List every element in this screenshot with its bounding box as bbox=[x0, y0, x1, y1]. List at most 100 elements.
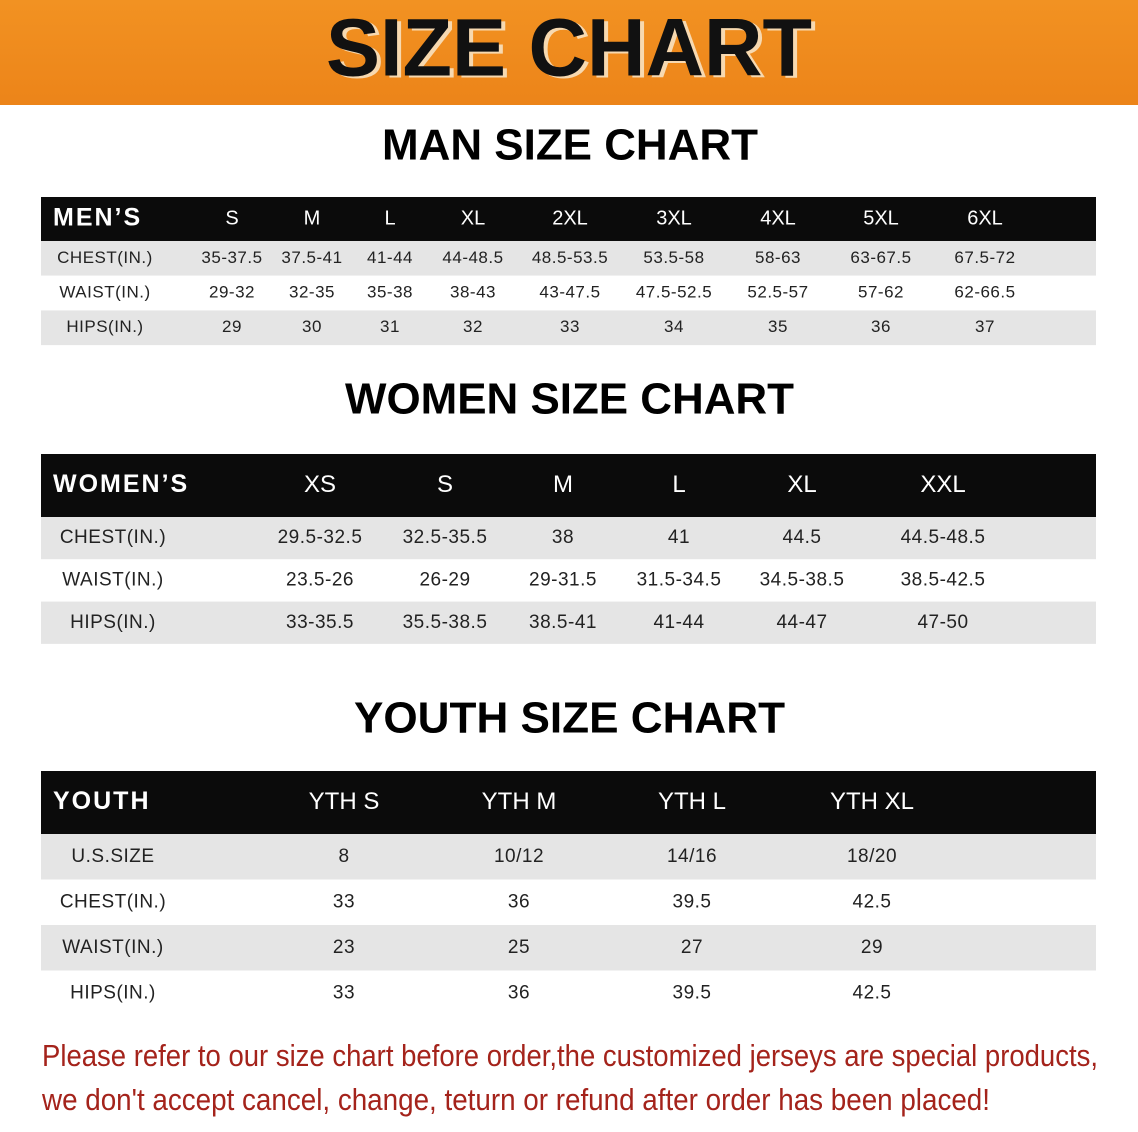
row-label: WAIST(IN.) bbox=[62, 937, 163, 958]
table-cell: 14/16 bbox=[667, 846, 717, 867]
table-cell: 29.5-32.5 bbox=[278, 527, 363, 548]
banner-title-shadow: SIZE CHART bbox=[330, 5, 816, 96]
table-row bbox=[41, 601, 1096, 644]
table-cell: 41-44 bbox=[367, 248, 413, 267]
table-cell: 27 bbox=[681, 937, 703, 958]
table-row bbox=[41, 275, 1096, 311]
table-cell: 23.5-26 bbox=[286, 569, 354, 590]
table-cell: 34.5-38.5 bbox=[760, 569, 845, 590]
table-header-row bbox=[41, 197, 1096, 241]
table-cell: 67.5-72 bbox=[954, 248, 1015, 267]
table-cell: 38-43 bbox=[450, 283, 496, 302]
table-cell: 47.5-52.5 bbox=[636, 283, 712, 302]
banner-title: SIZE CHART bbox=[326, 3, 812, 94]
table-cell: 53.5-58 bbox=[643, 248, 704, 267]
row-label: HIPS(IN.) bbox=[66, 317, 143, 336]
table-row bbox=[41, 559, 1096, 602]
table-cell: 29-31.5 bbox=[529, 569, 597, 590]
table-header-cell: XXL bbox=[920, 471, 965, 498]
table-row bbox=[41, 879, 1096, 925]
table-header-cell: 5XL bbox=[863, 207, 899, 229]
table-cell: 31 bbox=[380, 317, 400, 336]
table-cell: 39.5 bbox=[673, 891, 712, 912]
table-cell: 39.5 bbox=[673, 982, 712, 1003]
table-cell: 23 bbox=[333, 937, 355, 958]
table-header-cell: YTH L bbox=[658, 788, 726, 815]
table-cell: 36 bbox=[508, 982, 530, 1003]
table-row bbox=[41, 241, 1096, 276]
table-header-cell: YTH M bbox=[482, 788, 557, 815]
table-header-label: YOUTH bbox=[53, 787, 151, 815]
row-label: U.S.SIZE bbox=[71, 846, 154, 867]
notice-text: we don't accept cancel, change, teturn o… bbox=[41, 1082, 990, 1117]
table-cell: 32 bbox=[463, 317, 483, 336]
table-header-cell: 4XL bbox=[760, 207, 796, 229]
table-cell: 33 bbox=[333, 891, 355, 912]
table-cell: 33 bbox=[333, 982, 355, 1003]
table-cell: 42.5 bbox=[853, 982, 892, 1003]
table-cell: 41 bbox=[668, 527, 690, 548]
table-header-label: MEN’S bbox=[53, 204, 142, 232]
table-header-cell: XL bbox=[787, 471, 816, 498]
table-header-cell: M bbox=[304, 207, 321, 229]
table-cell: 32.5-35.5 bbox=[403, 527, 488, 548]
section-title: YOUTH SIZE CHART bbox=[354, 694, 785, 743]
table-header-cell: XS bbox=[304, 471, 336, 498]
table-row bbox=[41, 970, 1096, 1016]
table-header-cell: S bbox=[225, 207, 238, 229]
table-header-row bbox=[41, 771, 1096, 834]
table-cell: 62-66.5 bbox=[954, 283, 1015, 302]
table-cell: 25 bbox=[508, 937, 530, 958]
table-cell: 18/20 bbox=[847, 846, 897, 867]
table-cell: 8 bbox=[338, 846, 349, 867]
table-cell: 10/12 bbox=[494, 846, 544, 867]
table-header-cell: 6XL bbox=[967, 207, 1003, 229]
table-row bbox=[41, 310, 1096, 346]
table-cell: 29-32 bbox=[209, 283, 255, 302]
table-cell: 33-35.5 bbox=[286, 612, 354, 633]
table-cell: 37 bbox=[975, 317, 995, 336]
banner bbox=[0, 0, 1138, 105]
table-cell: 43-47.5 bbox=[539, 283, 600, 302]
table-cell: 57-62 bbox=[858, 283, 904, 302]
table-header-cell: M bbox=[553, 471, 573, 498]
row-label: WAIST(IN.) bbox=[62, 569, 163, 590]
table-cell: 44.5-48.5 bbox=[901, 527, 986, 548]
table-header-cell: S bbox=[437, 471, 453, 498]
row-label: CHEST(IN.) bbox=[60, 527, 166, 548]
table-cell: 38 bbox=[552, 527, 574, 548]
table-cell: 30 bbox=[302, 317, 322, 336]
table-header-cell: XL bbox=[461, 207, 485, 229]
table-header-cell: YTH XL bbox=[830, 788, 914, 815]
row-label: WAIST(IN.) bbox=[59, 283, 150, 302]
table-cell: 36 bbox=[871, 317, 891, 336]
table-header-cell: L bbox=[384, 207, 395, 229]
table-header-cell: YTH S bbox=[309, 788, 380, 815]
table-header-cell: L bbox=[672, 471, 685, 498]
table-cell: 33 bbox=[560, 317, 580, 336]
table-cell: 36 bbox=[508, 891, 530, 912]
table-row bbox=[41, 925, 1096, 971]
table-row bbox=[41, 517, 1096, 560]
table-cell: 32-35 bbox=[289, 283, 335, 302]
section-title: WOMEN SIZE CHART bbox=[345, 375, 794, 424]
table-cell: 52.5-57 bbox=[747, 283, 808, 302]
table-cell: 44-48.5 bbox=[442, 248, 503, 267]
table-cell: 47-50 bbox=[917, 612, 968, 633]
section-title: MAN SIZE CHART bbox=[382, 121, 758, 170]
table-cell: 34 bbox=[664, 317, 684, 336]
table-header-cell: 3XL bbox=[656, 207, 692, 229]
table-cell: 42.5 bbox=[853, 891, 892, 912]
table-cell: 63-67.5 bbox=[850, 248, 911, 267]
table-cell: 37.5-41 bbox=[281, 248, 342, 267]
notice-text: Please refer to our size chart before or… bbox=[42, 1038, 1098, 1073]
table-cell: 35-37.5 bbox=[201, 248, 262, 267]
table-cell: 29 bbox=[861, 937, 883, 958]
table-cell: 31.5-34.5 bbox=[637, 569, 722, 590]
table-cell: 35 bbox=[768, 317, 788, 336]
table-cell: 58-63 bbox=[755, 248, 801, 267]
table-cell: 35-38 bbox=[367, 283, 413, 302]
table-row bbox=[41, 834, 1096, 880]
